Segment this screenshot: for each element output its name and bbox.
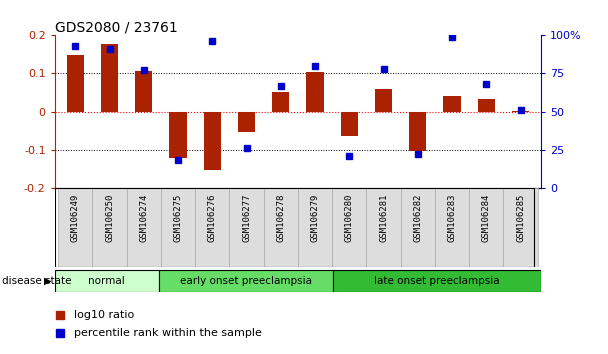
Text: GSM106278: GSM106278 xyxy=(276,194,285,242)
Text: GSM106282: GSM106282 xyxy=(413,194,423,242)
Text: GSM106281: GSM106281 xyxy=(379,194,388,242)
Bar xyxy=(503,188,537,267)
Text: GSM106279: GSM106279 xyxy=(311,194,320,242)
Bar xyxy=(67,55,84,112)
Text: GDS2080 / 23761: GDS2080 / 23761 xyxy=(55,20,178,34)
Text: log10 ratio: log10 ratio xyxy=(74,310,134,320)
Bar xyxy=(126,188,161,267)
Bar xyxy=(101,44,118,112)
Bar xyxy=(161,188,195,267)
Text: GSM106276: GSM106276 xyxy=(208,194,217,242)
Text: GSM106277: GSM106277 xyxy=(242,194,251,242)
Text: GSM106285: GSM106285 xyxy=(516,194,525,242)
Text: GSM106249: GSM106249 xyxy=(71,194,80,242)
Bar xyxy=(170,112,187,158)
Bar xyxy=(478,99,495,112)
Bar xyxy=(512,111,529,112)
Text: normal: normal xyxy=(88,275,125,286)
Text: early onset preeclampsia: early onset preeclampsia xyxy=(180,275,312,286)
Text: GSM106275: GSM106275 xyxy=(173,194,182,242)
Bar xyxy=(435,188,469,267)
Bar xyxy=(229,188,264,267)
Text: late onset preeclampsia: late onset preeclampsia xyxy=(374,275,500,286)
Bar xyxy=(238,112,255,132)
Text: GSM106283: GSM106283 xyxy=(447,194,457,242)
Bar xyxy=(55,269,159,292)
Bar xyxy=(306,72,323,112)
Bar xyxy=(401,188,435,267)
Text: ▶: ▶ xyxy=(44,275,52,286)
Text: GSM106280: GSM106280 xyxy=(345,194,354,242)
Bar xyxy=(264,188,298,267)
Bar xyxy=(58,188,92,267)
Bar xyxy=(333,269,541,292)
Bar xyxy=(272,92,289,112)
Bar xyxy=(340,112,358,136)
Bar xyxy=(375,90,392,112)
Text: disease state: disease state xyxy=(2,275,71,286)
Text: GSM106274: GSM106274 xyxy=(139,194,148,242)
Bar xyxy=(409,112,426,152)
Bar xyxy=(332,188,367,267)
Text: GSM106250: GSM106250 xyxy=(105,194,114,242)
Bar xyxy=(367,188,401,267)
Text: GSM106284: GSM106284 xyxy=(482,194,491,242)
Bar xyxy=(469,188,503,267)
Bar xyxy=(195,188,229,267)
Bar xyxy=(204,112,221,170)
Bar xyxy=(298,188,332,267)
Bar xyxy=(135,71,153,112)
Text: percentile rank within the sample: percentile rank within the sample xyxy=(74,328,262,338)
Bar xyxy=(159,269,333,292)
Bar xyxy=(443,96,461,112)
Bar xyxy=(92,188,126,267)
